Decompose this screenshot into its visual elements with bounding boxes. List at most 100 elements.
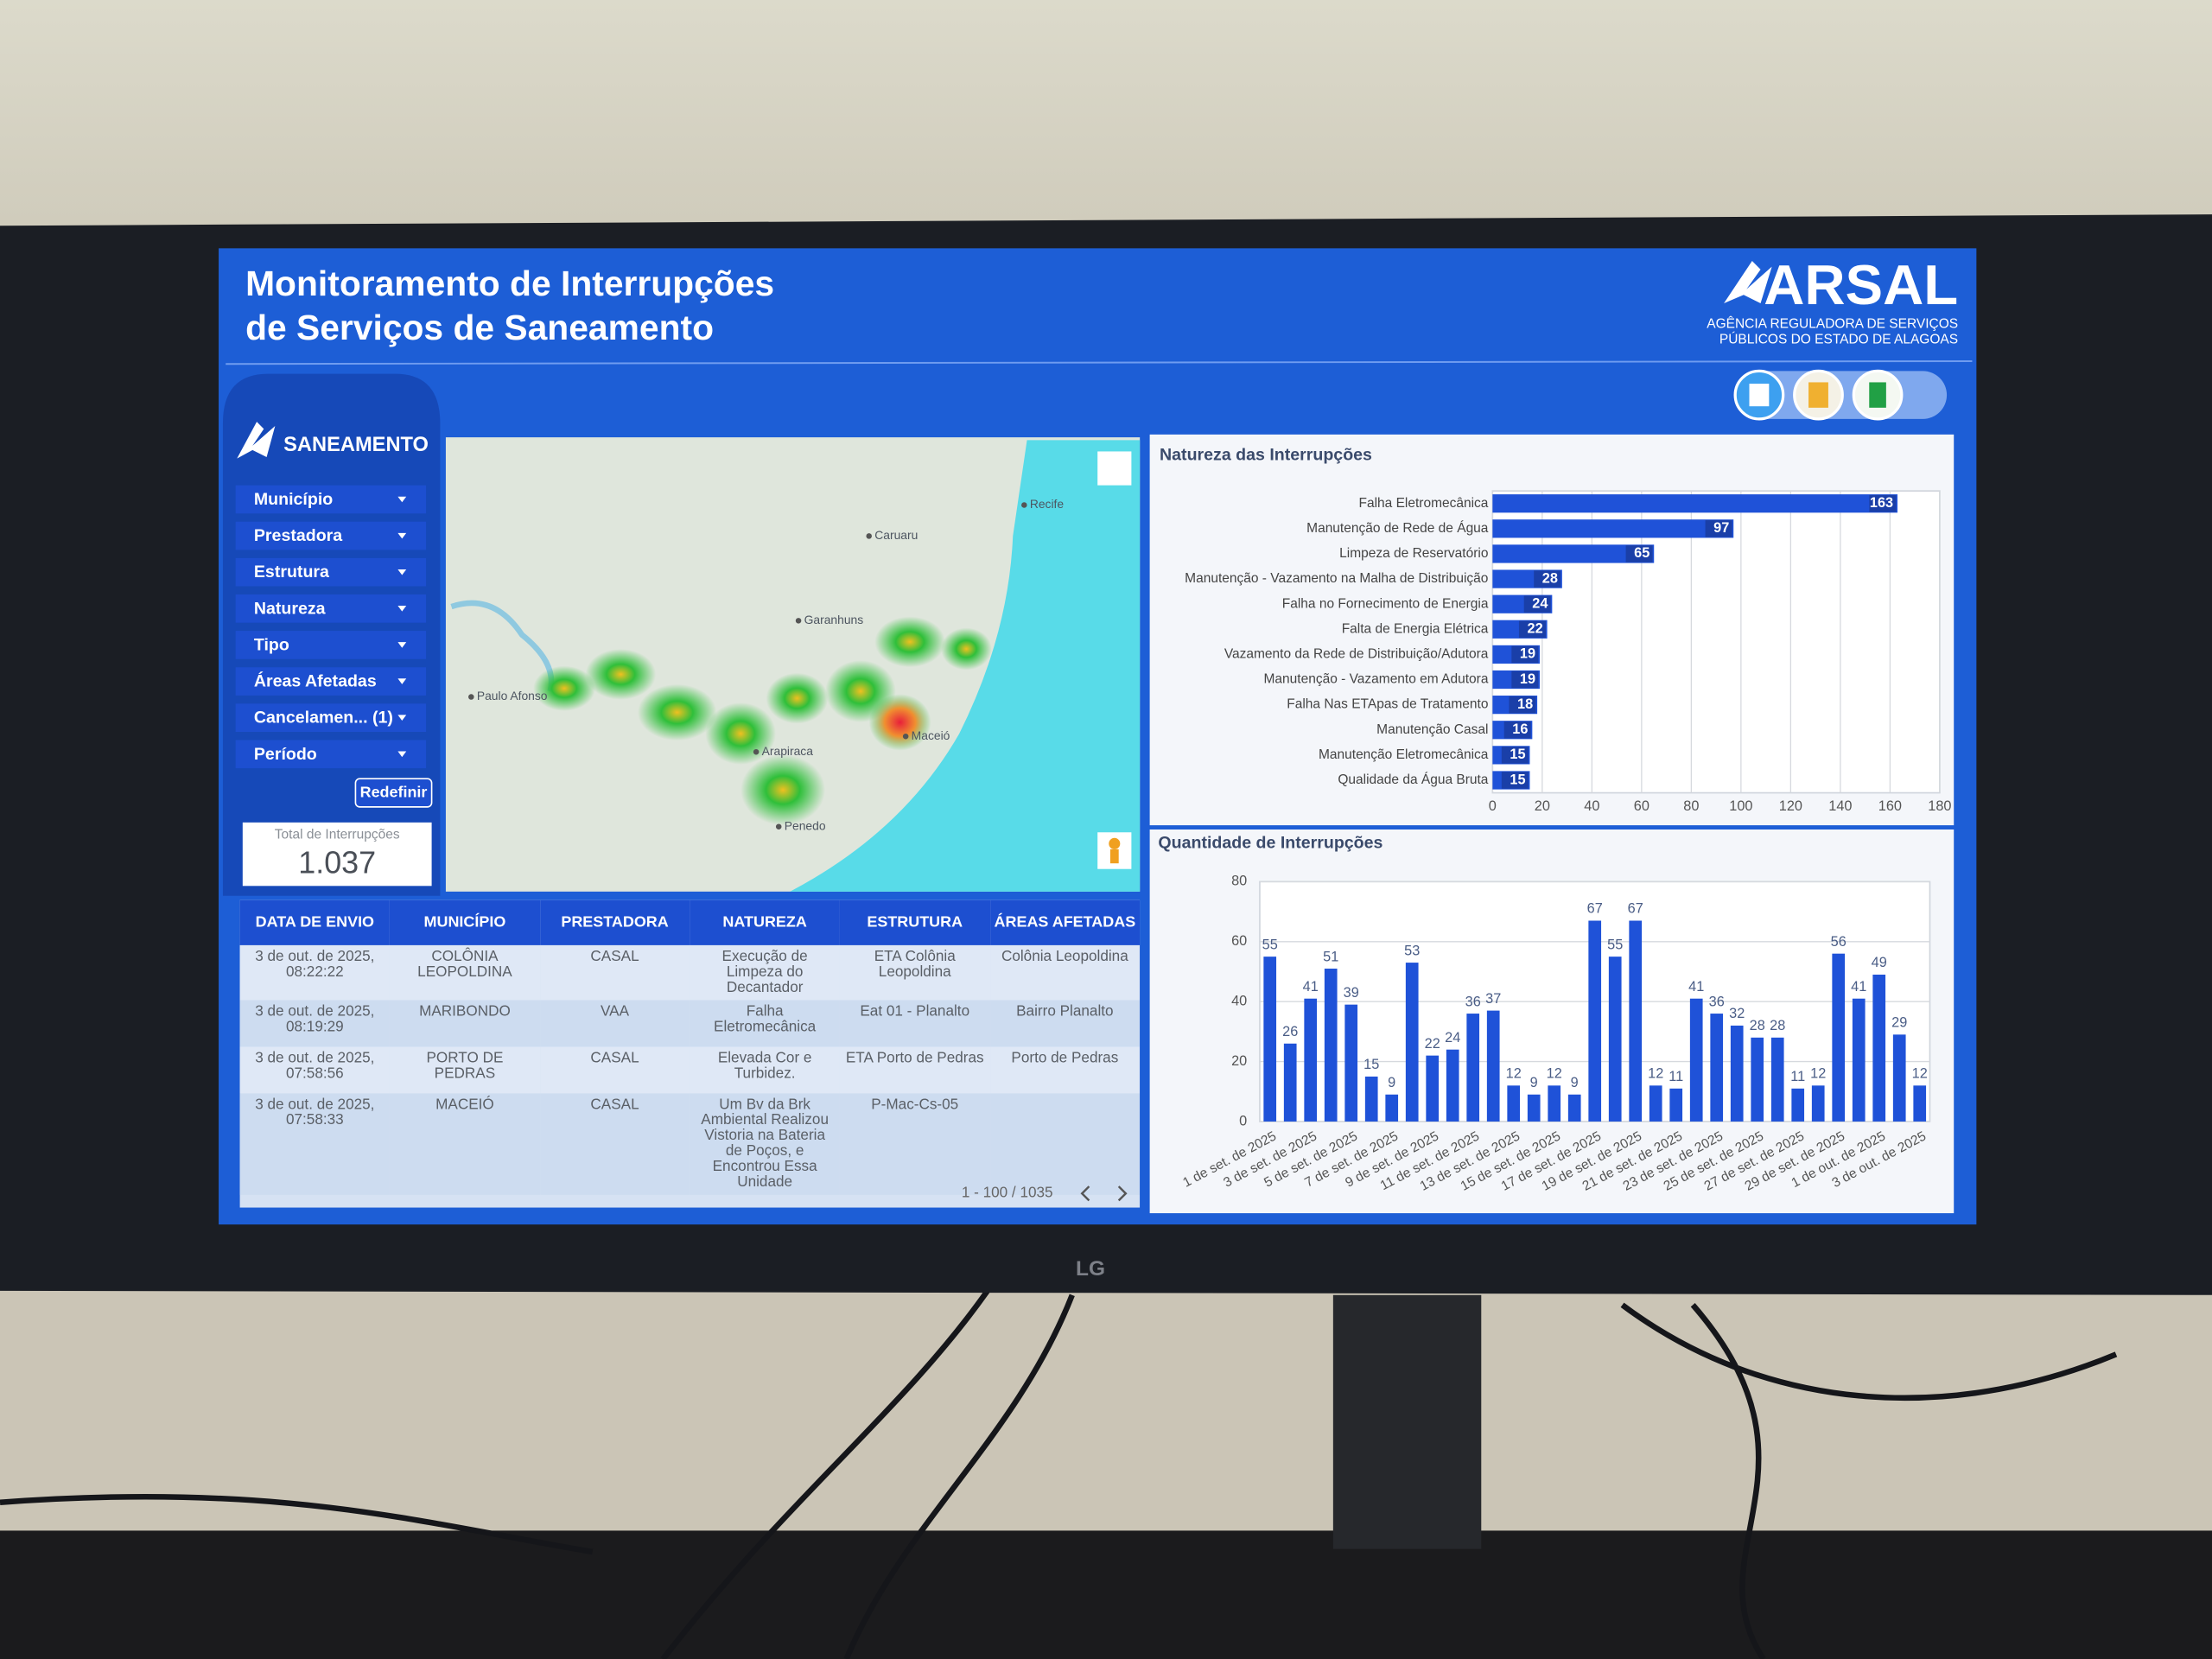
dropdown-arrow [397, 532, 407, 539]
bar [1872, 974, 1886, 1122]
table-cell: Colônia Leopoldina [989, 944, 1141, 1001]
filter-dropdown[interactable] [235, 521, 427, 550]
dropdown-arrow [397, 642, 407, 648]
table-cell: 3 de out. de 2025, 08:22:22 [239, 944, 391, 1001]
bar [1507, 1085, 1521, 1122]
filter-dropdown[interactable] [235, 594, 427, 623]
value-label: 12 [1547, 1066, 1562, 1082]
filter-dropdown[interactable] [235, 703, 427, 733]
icon-glyph [1808, 382, 1828, 408]
x-tick-label: 180 [1928, 798, 1951, 814]
dropdown-arrow [397, 606, 407, 612]
table-header: DATA DE ENVIO MUNICÍPIO PRESTADORA NATUREZA… [239, 899, 1141, 945]
title: de Serviços de Saneamento [245, 308, 714, 347]
reset-button[interactable] [354, 778, 433, 808]
value-label: 26 [1282, 1024, 1298, 1039]
filter-dropdown[interactable] [235, 557, 427, 587]
bar [1689, 998, 1703, 1122]
x-tick-label: 120 [1779, 798, 1802, 814]
y-tick-label: Limpeza de Reservatório [1339, 546, 1488, 561]
value-label-box [1534, 570, 1561, 588]
y-tick-label: Vazamento da Rede de Distribuição/Adutor… [1224, 647, 1489, 662]
value-label: 22 [1528, 621, 1543, 637]
heat-blob [637, 683, 717, 741]
filter-label[interactable]: Cancelamen... (1) [254, 709, 393, 728]
filter-dropdown[interactable] [235, 740, 427, 769]
bar [1608, 957, 1622, 1122]
data-table: DATA DE ENVIO MUNICÍPIO PRESTADORA NATUREZA… [239, 899, 1141, 1195]
logo: ARSAL [1764, 253, 1958, 316]
bar [1304, 998, 1318, 1122]
filter-label[interactable]: Período [254, 745, 317, 764]
value-label: 12 [1912, 1066, 1928, 1082]
filter-label[interactable]: Estrutura [254, 563, 330, 582]
icon-glyph [1749, 384, 1770, 407]
y-tick-label: 0 [1239, 1113, 1247, 1128]
y-tick-label: Falha Nas ETApas de Tratamento [1287, 697, 1488, 712]
dropdown-arrow [397, 678, 407, 684]
filter-dropdown[interactable] [235, 667, 427, 696]
bar [1426, 1055, 1440, 1122]
chart-title: Quantidade de Interrupções [1158, 833, 1382, 852]
value-label: 55 [1262, 937, 1278, 952]
value-label: 24 [1445, 1030, 1460, 1046]
bar [1263, 957, 1277, 1122]
value-label: 15 [1510, 747, 1525, 762]
value-label-box [1501, 772, 1529, 789]
value-label: 51 [1323, 949, 1338, 964]
value-label-box [1511, 645, 1539, 664]
chart-title: Natureza das Interrupções [1160, 446, 1372, 465]
y-tick-label: Manutenção Casal [1376, 722, 1488, 737]
reset-label[interactable]: Redefinir [360, 783, 428, 800]
value-label-box [1509, 696, 1536, 714]
heat-blob [585, 649, 657, 700]
heat-blob [705, 702, 776, 765]
bar [1710, 1014, 1724, 1122]
value-label-box [1501, 747, 1529, 764]
value-label: 163 [1870, 495, 1893, 511]
filter-label[interactable]: Tipo [254, 635, 289, 654]
y-tick-label: Manutenção Eletromecânica [1319, 747, 1489, 762]
value-label: 19 [1520, 646, 1535, 662]
pegman [1109, 849, 1119, 864]
table-cell: CASAL [539, 1046, 690, 1094]
filter-label[interactable]: Prestadora [254, 526, 343, 545]
table: DATA DE ENVIO MUNICÍPIO PRESTADORA NATUREZA… [239, 899, 1141, 1208]
bar [1791, 1088, 1805, 1122]
table-cell: Falha Eletromecânica [690, 1000, 840, 1047]
value-label-box [1869, 494, 1897, 512]
dropdown-arrow [397, 569, 407, 575]
y-tick-label: Manutenção de Rede de Água [1306, 521, 1489, 536]
value-label-box [1511, 671, 1539, 689]
page-arrows[interactable] [1080, 1185, 1128, 1202]
bar [1913, 1085, 1927, 1122]
fullscreen-button[interactable] [1097, 451, 1132, 486]
column-header: NATUREZA [690, 899, 840, 945]
value-label: 15 [1510, 772, 1525, 787]
filter-dropdown[interactable] [235, 485, 427, 514]
table-cell: Elevada Cor e Turbidez. [690, 1046, 840, 1094]
value-label: 36 [1709, 994, 1725, 1009]
map-label: Recife [1030, 497, 1065, 511]
table-wrapper: DATA DE ENVIO MUNICÍPIO PRESTADORA NATUREZA… [239, 899, 1141, 1208]
value-label-box [1518, 620, 1546, 639]
value-label-box [1625, 545, 1653, 563]
y-tick-label: Manutenção - Vazamento em Adutora [1264, 672, 1489, 687]
value-label: 65 [1634, 545, 1649, 561]
bar [1405, 963, 1419, 1122]
bar [1669, 1088, 1683, 1122]
filter-label[interactable]: Natureza [254, 599, 327, 618]
y-tick-label: 60 [1231, 933, 1247, 949]
map-label: Caruaru [874, 528, 918, 542]
value-label: 28 [1542, 570, 1558, 586]
value-label: 37 [1485, 991, 1501, 1007]
filter-label[interactable]: Áreas Afetadas [254, 671, 377, 691]
title: Monitoramento de Interrupções [245, 264, 774, 303]
table-cell: MACEIÓ [390, 1093, 540, 1195]
logo-subtitle: AGÊNCIA REGULADORA DE SERVIÇOS [1707, 317, 1958, 332]
filter-dropdown[interactable] [235, 631, 427, 659]
bar [1466, 1014, 1480, 1122]
filter-label[interactable]: Município [254, 490, 333, 509]
table-cell: 3 de out. de 2025, 07:58:56 [239, 1046, 391, 1094]
